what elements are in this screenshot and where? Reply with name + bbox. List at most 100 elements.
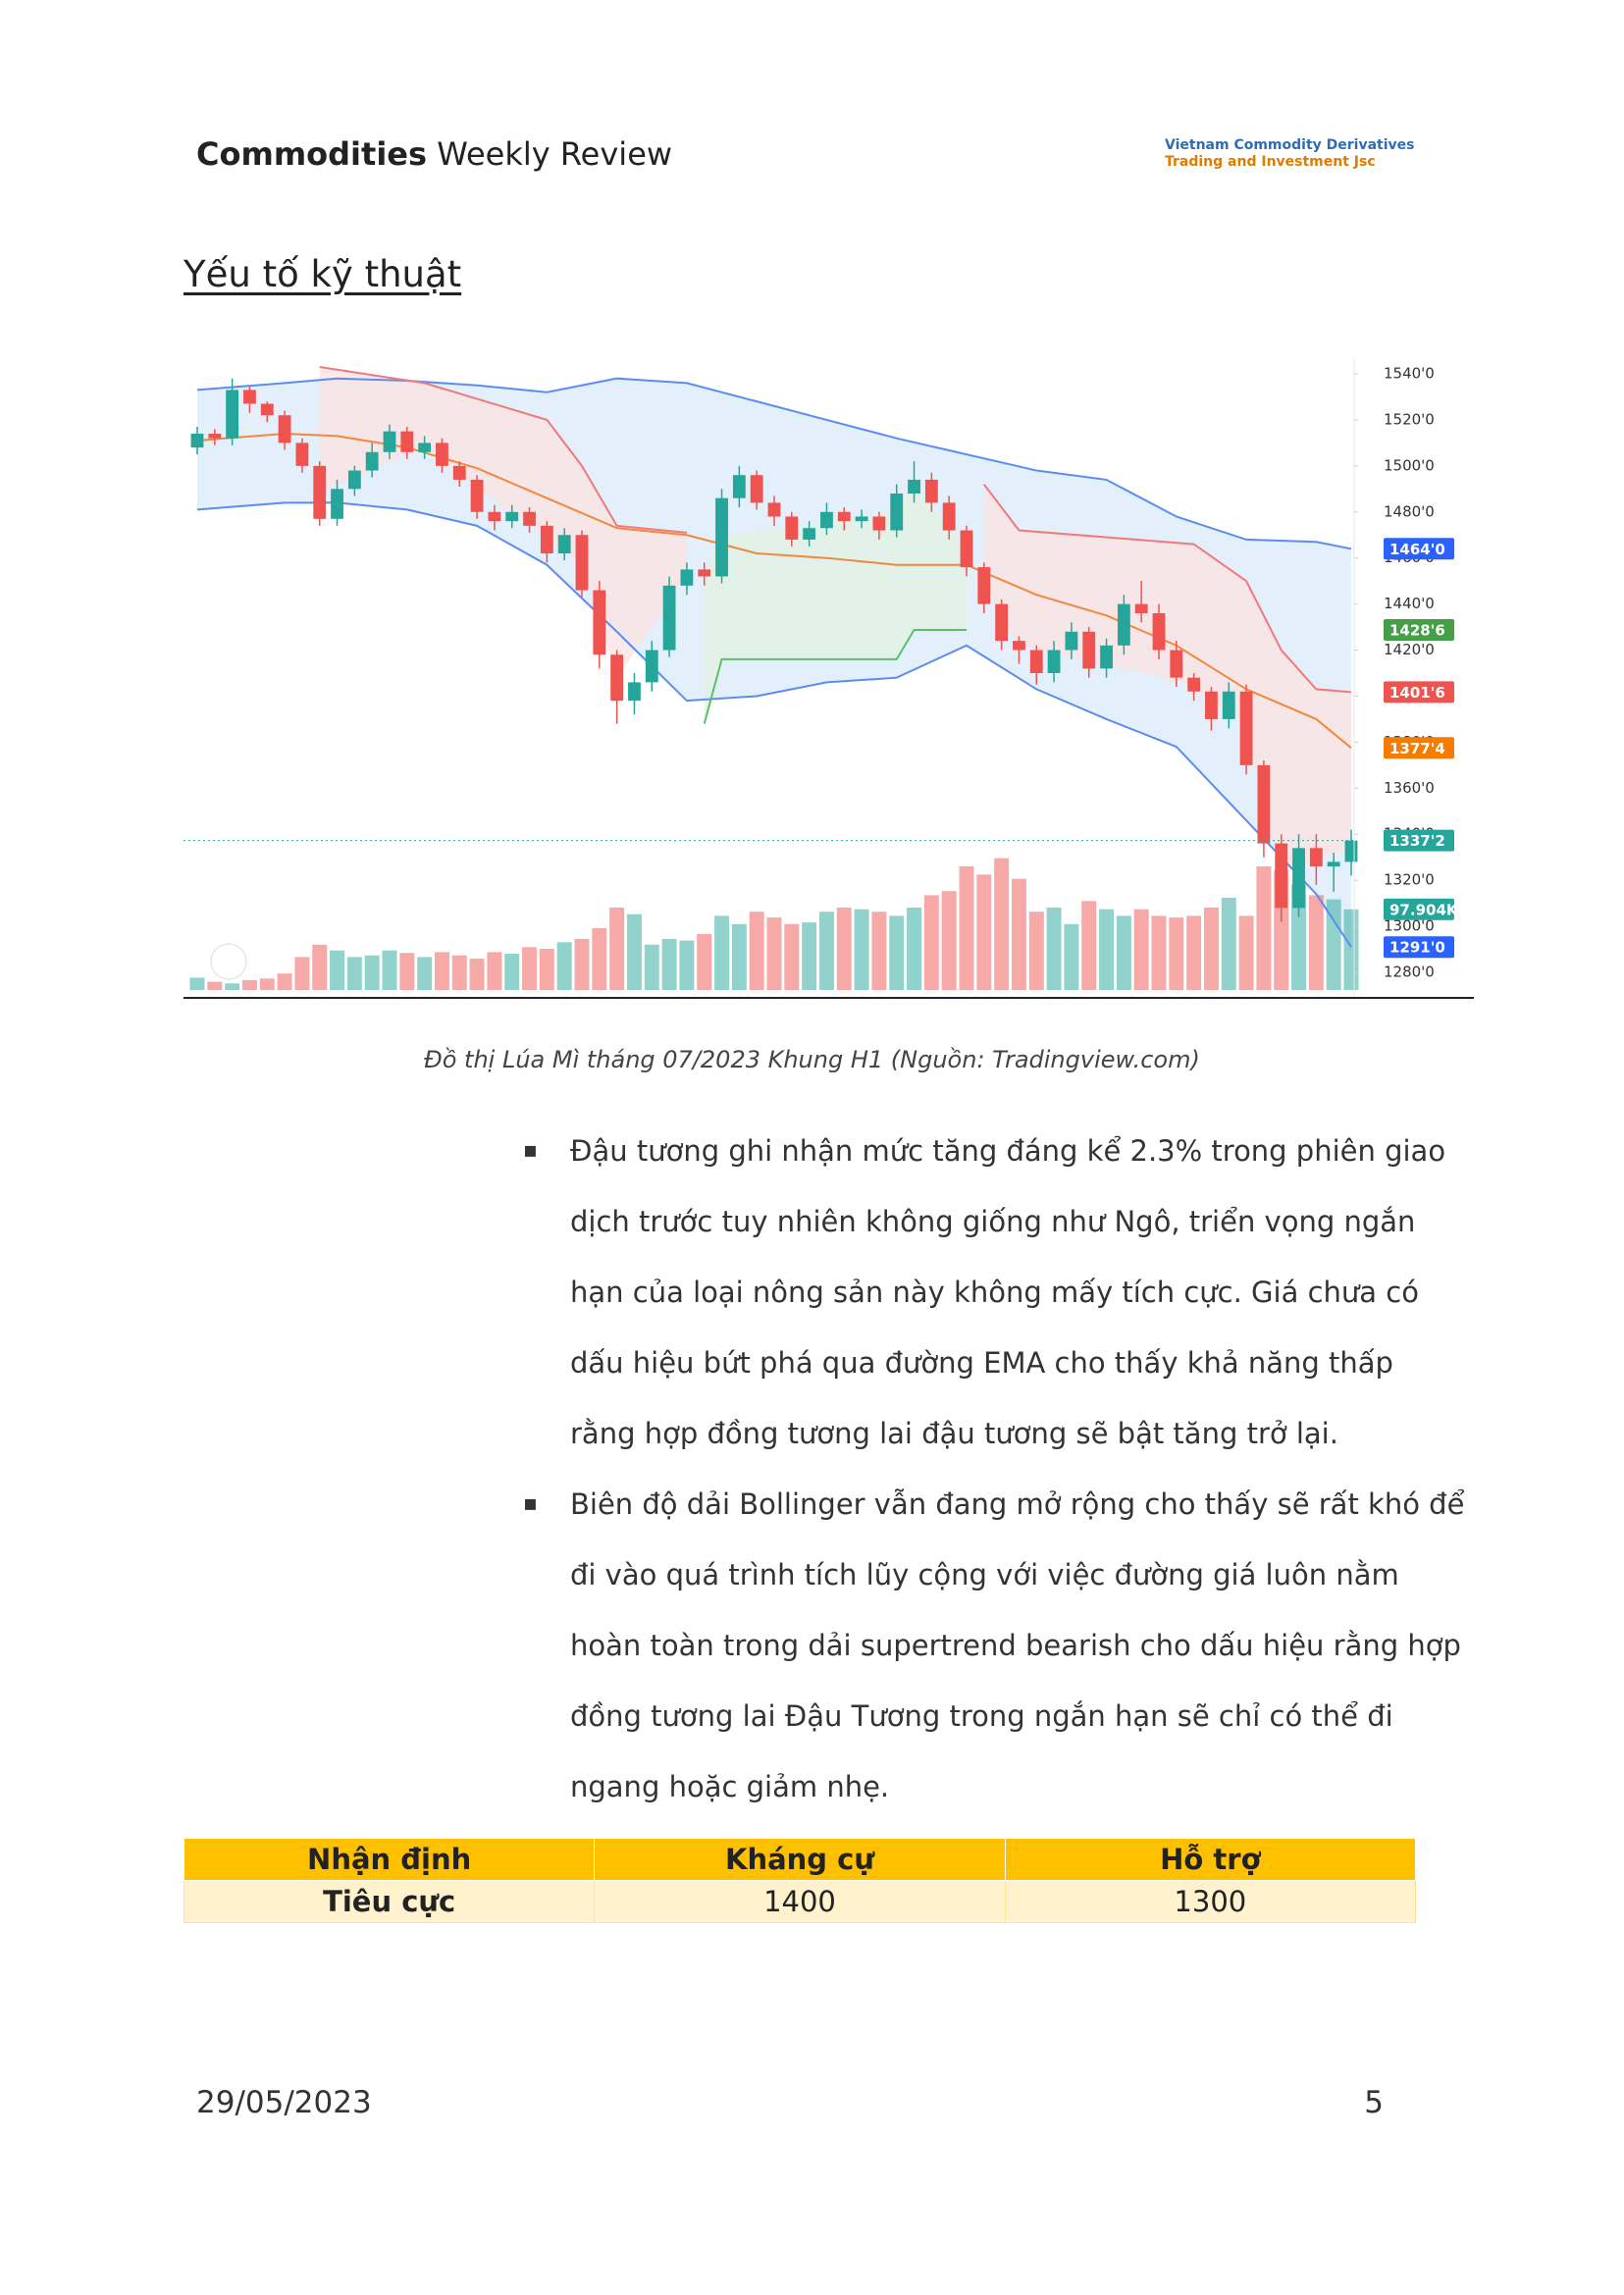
volume-bar	[451, 955, 467, 990]
volume-bar	[697, 933, 712, 990]
candle-body	[278, 415, 291, 443]
volume-bar	[1221, 897, 1236, 990]
chart: 1540'01520'01500'01480'01460'01440'01420…	[183, 360, 1474, 999]
candle-body	[803, 528, 816, 540]
volume-bar	[417, 957, 433, 990]
candle-body	[436, 443, 448, 466]
candle-body	[960, 530, 973, 568]
cell: 1300	[1004, 1880, 1417, 1923]
volume-bar	[994, 858, 1010, 990]
candle-body	[452, 465, 466, 480]
candle-body	[1344, 840, 1358, 862]
y-tick-label: 1440'0	[1384, 595, 1435, 612]
volume-bar	[609, 908, 625, 990]
candle-body	[1013, 641, 1025, 651]
price-tag-label: 97.904K	[1389, 901, 1459, 918]
price-tag	[1384, 737, 1454, 759]
candle-body	[837, 511, 851, 522]
volume-bar	[1169, 917, 1184, 990]
candle-body	[470, 479, 484, 512]
candle-body	[785, 516, 799, 540]
volume-bar	[1064, 923, 1079, 990]
candle-body	[295, 443, 309, 466]
volume-bar	[1343, 909, 1359, 990]
candle-body	[260, 403, 274, 416]
price-tag-label: 1401'6	[1389, 684, 1445, 702]
volume-bar	[434, 952, 449, 990]
volume-bar	[907, 908, 922, 990]
volume-bar	[592, 928, 607, 990]
price-tag-label: 1428'6	[1389, 622, 1445, 640]
cell: 1400	[594, 1880, 1006, 1923]
header-cell: Hỗ trợ	[1004, 1838, 1417, 1881]
volume-bar	[1099, 909, 1115, 990]
candle-body	[1117, 603, 1130, 646]
volume-bar	[1116, 915, 1131, 990]
price-tag	[1384, 936, 1454, 959]
volume-bar	[522, 947, 538, 990]
candle-body	[1222, 691, 1235, 719]
candle-body	[1187, 677, 1201, 692]
volume-bar	[399, 953, 415, 990]
y-tick-label: 1520'0	[1384, 410, 1435, 428]
candle-body	[1065, 631, 1078, 651]
volume-bar	[1256, 866, 1272, 990]
price-tag-label: 1377'4	[1389, 740, 1445, 757]
candle-body	[505, 511, 519, 522]
caption: Đồ thị Lúa Mì tháng 07/2023 Khung H1 (Ng…	[424, 1046, 1200, 1073]
candle-body	[1152, 613, 1166, 651]
candle-body	[190, 434, 204, 448]
band-fill	[197, 378, 1351, 948]
candle-body	[557, 535, 571, 553]
y-tick-label: 1500'0	[1384, 456, 1435, 474]
volume-bar	[679, 940, 695, 990]
candle-body	[715, 497, 728, 577]
footer-date: 29/05/2023	[196, 2085, 372, 2120]
candle-body	[418, 443, 432, 452]
candle-body	[1275, 843, 1288, 909]
candle-body	[1047, 650, 1061, 673]
candle-body	[942, 502, 956, 531]
candle-body	[1239, 691, 1253, 765]
candle-body	[1327, 861, 1340, 867]
candle-body	[523, 511, 536, 526]
volume-bar	[259, 978, 275, 990]
volume-bar	[574, 938, 590, 990]
candle-body	[1292, 848, 1305, 909]
volume-bar	[836, 908, 852, 990]
logo-line: Trading and Investment Jsc	[1165, 154, 1376, 170]
candle-body	[365, 451, 379, 471]
price-tag	[1384, 829, 1454, 852]
band-lower	[196, 501, 1352, 948]
candle-body	[226, 390, 239, 439]
volume-bar	[1186, 915, 1202, 990]
y-tick-label: 1420'0	[1384, 641, 1435, 658]
candle-body	[1134, 603, 1148, 613]
candle-body	[1257, 764, 1271, 844]
y-tick-label: 1540'0	[1384, 365, 1435, 383]
volume-bar	[976, 874, 992, 990]
candle-body	[383, 431, 396, 452]
candle-body	[995, 603, 1009, 642]
volume-bar	[802, 922, 817, 990]
volume-bar	[1308, 895, 1324, 990]
volume-bar	[749, 912, 764, 990]
y-tick-label: 1360'0	[1384, 779, 1435, 797]
candle-body	[1170, 650, 1183, 678]
volume-bar	[626, 913, 642, 990]
logo-line: Vietnam Commodity Derivatives	[1165, 137, 1415, 153]
candle-body	[1100, 645, 1113, 669]
tv-logo	[210, 943, 247, 980]
candle-body	[1309, 848, 1323, 867]
volume-bar	[382, 950, 397, 990]
candle-body	[977, 567, 991, 604]
volume-bar	[1291, 884, 1307, 990]
price-tag	[1384, 619, 1454, 642]
volume-bar	[312, 944, 328, 990]
volume-bar	[644, 944, 659, 990]
y-tick-label: 1480'0	[1384, 502, 1435, 520]
volume-bar	[1238, 915, 1254, 990]
candle-body	[1029, 650, 1043, 673]
volume-bar	[1081, 901, 1097, 990]
overlay-line	[983, 484, 1352, 694]
